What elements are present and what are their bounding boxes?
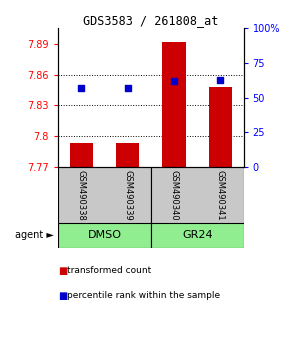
Point (172, 78, 176, 84)
Point (218, 77, 223, 82)
Bar (116, 143, 139, 167)
Point (125, 85, 130, 91)
Text: GSM490339: GSM490339 (123, 170, 132, 221)
Text: GSM490340: GSM490340 (169, 170, 179, 221)
Point (79, 85, 84, 91)
Bar (151, 223, 244, 248)
Text: ■: ■ (58, 266, 67, 276)
Title: GDS3583 / 261808_at: GDS3583 / 261808_at (83, 14, 218, 27)
Bar (162, 42, 186, 167)
Text: DMSO: DMSO (87, 230, 122, 240)
Bar (58, 223, 151, 248)
Text: transformed count: transformed count (67, 266, 151, 275)
Text: GR24: GR24 (182, 230, 213, 240)
Text: agent ►: agent ► (15, 230, 54, 240)
Text: GSM490341: GSM490341 (216, 170, 225, 221)
Bar (58, 167, 151, 223)
Bar (151, 167, 244, 223)
Text: percentile rank within the sample: percentile rank within the sample (67, 291, 220, 300)
Text: ■: ■ (58, 291, 67, 301)
Text: GSM490338: GSM490338 (77, 170, 86, 221)
Bar (70, 143, 93, 167)
Bar (209, 87, 232, 167)
